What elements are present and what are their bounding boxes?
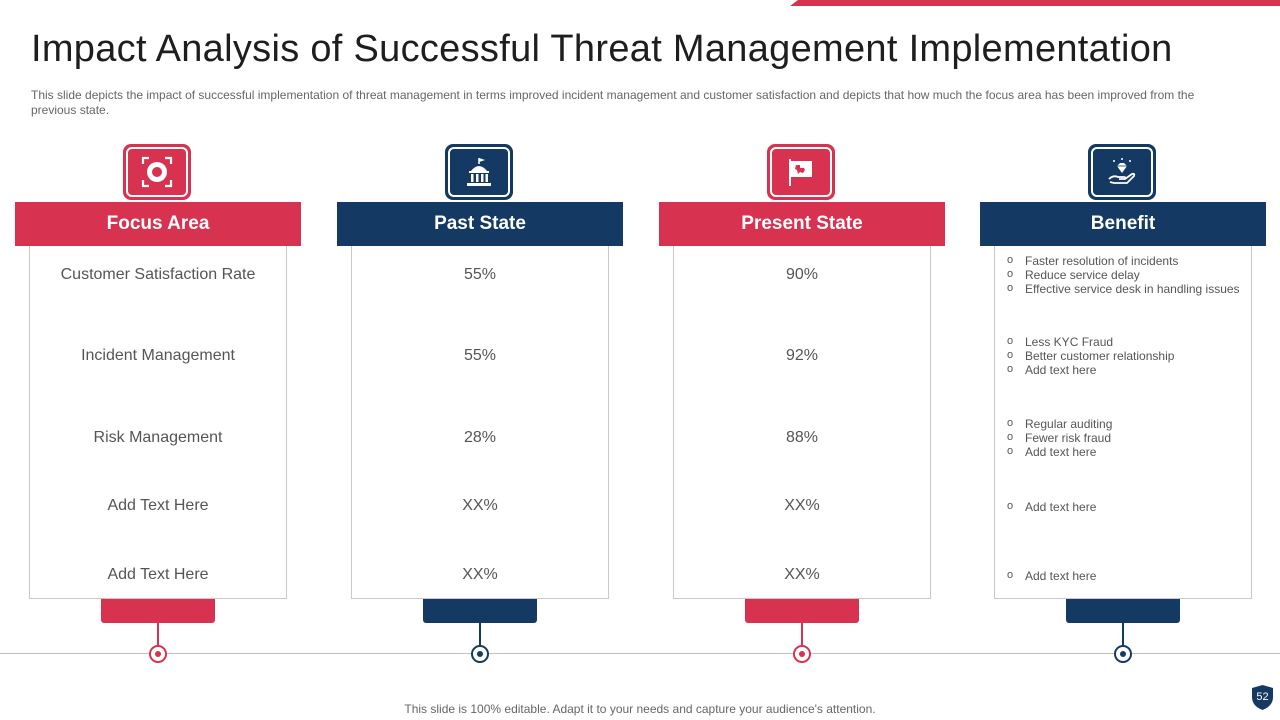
present-state-stem [801,623,803,645]
present-state-header: Present State [659,202,945,246]
benefit-item: Add text here [1005,362,1245,377]
benefit-item: Reduce service delay [1005,267,1245,282]
present-row-1: 90% [785,266,819,283]
past-state-timeline-dot [471,645,489,663]
benefit-group-3: Regular auditing Fewer risk fraud Add te… [1005,416,1245,459]
benefit-icon-box [1088,144,1156,200]
diamond-hand-icon [1108,158,1136,184]
present-state-foot-tab [745,599,859,623]
benefit-item: Add text here [1005,444,1245,459]
past-row-5: XX% [462,566,498,583]
past-state-icon-box [445,144,513,200]
benefit-timeline-dot [1114,645,1132,663]
focus-area-icon-box [123,144,191,200]
present-row-2: 92% [785,347,819,364]
present-state-card: 90% 92% 88% XX% XX% [673,246,931,599]
focus-row-1: Customer Satisfaction Rate [60,266,256,283]
focus-row-5: Add Text Here [107,566,209,583]
focus-row-2: Incident Management [81,347,235,364]
target-icon [141,156,173,188]
present-row-3: 88% [785,429,819,446]
focus-area-timeline-dot [149,645,167,663]
focus-row-3: Risk Management [93,429,223,446]
slide-subtitle: This slide depicts the impact of success… [31,88,1195,117]
column-present-state: Present State 90% 92% 88% XX% XX% [659,144,945,664]
past-row-4: XX% [462,497,498,514]
present-state-timeline-dot [793,645,811,663]
benefit-card: Faster resolution of incidents Reduce se… [994,246,1252,599]
building-icon [467,158,491,186]
benefit-group-1: Faster resolution of incidents Reduce se… [1005,253,1245,296]
past-row-3: 28% [463,429,497,446]
benefit-item: Better customer relationship [1005,348,1245,363]
focus-area-foot-tab [101,599,215,623]
benefit-item: Less KYC Fraud [1005,334,1245,349]
benefit-header: Benefit [980,202,1266,246]
benefit-group-4: Add text here [1005,499,1245,514]
present-state-icon-box [767,144,835,200]
benefit-group-5: Add text here [1005,568,1245,583]
footer-note: This slide is 100% editable. Adapt it to… [404,702,876,716]
present-row-5: XX% [784,566,820,583]
focus-area-stem [157,623,159,645]
past-state-card: 55% 55% 28% XX% XX% [351,246,609,599]
slide-title: Impact Analysis of Successful Threat Man… [31,28,1173,70]
past-state-foot-tab [423,599,537,623]
column-past-state: Past State 55% 55% 28% XX% XX% [337,144,623,664]
benefit-group-2: Less KYC Fraud Better customer relations… [1005,334,1245,377]
benefit-item: Regular auditing [1005,416,1245,431]
past-row-1: 55% [463,266,497,283]
page-number-badge: 52 [1251,684,1274,711]
benefit-item: Effective service desk in handling issue… [1005,281,1245,296]
benefit-stem [1122,623,1124,645]
shield-icon [1252,685,1273,710]
benefit-item: Fewer risk fraud [1005,430,1245,445]
past-state-header: Past State [337,202,623,246]
past-row-2: 55% [463,347,497,364]
flag-map-icon [789,159,812,186]
column-benefit: Benefit Faster resolution of incidents R… [980,144,1266,664]
benefit-item: Add text here [1005,499,1245,514]
timeline-baseline [0,653,1280,654]
present-row-4: XX% [784,497,820,514]
focus-area-card: Customer Satisfaction Rate Incident Mana… [29,246,287,599]
benefit-item: Add text here [1005,568,1245,583]
past-state-stem [479,623,481,645]
focus-row-4: Add Text Here [107,497,209,514]
benefit-item: Faster resolution of incidents [1005,253,1245,268]
focus-area-header: Focus Area [15,202,301,246]
benefit-foot-tab [1066,599,1180,623]
top-accent-bar [790,0,1280,6]
column-focus-area: Focus Area Customer Satisfaction Rate In… [15,144,301,664]
page-number: 52 [1256,691,1269,703]
